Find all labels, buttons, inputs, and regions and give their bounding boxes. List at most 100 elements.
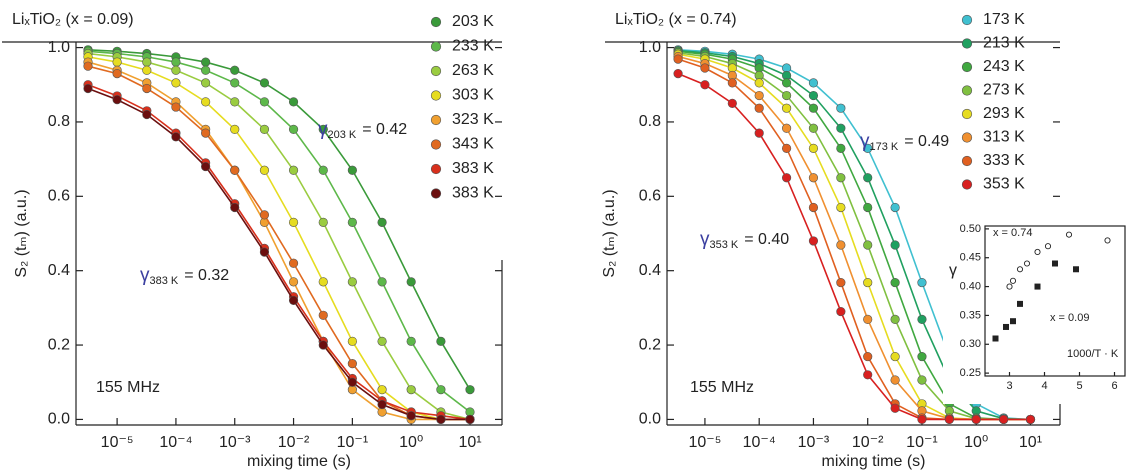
- x-tick-label: 4: [1041, 380, 1047, 392]
- x-tick-label: 10⁻¹: [906, 434, 938, 451]
- data-point: [863, 277, 873, 288]
- data-point: [1044, 243, 1052, 250]
- y-tick-label: 0.0: [48, 411, 70, 428]
- data-point: [142, 57, 152, 67]
- data-point: [1052, 260, 1058, 267]
- data-point: [1009, 277, 1017, 284]
- annotation-text: 155 MHz: [690, 379, 754, 396]
- legend-label: 243 K: [983, 58, 1025, 75]
- data-point: [890, 403, 900, 413]
- data-point: [377, 336, 387, 346]
- data-point: [808, 103, 819, 113]
- data-point: [808, 78, 819, 88]
- y-tick-label: 1.0: [639, 39, 661, 56]
- series-line: [87, 61, 471, 421]
- data-point: [1034, 283, 1041, 290]
- data-point: [318, 217, 328, 227]
- x-tick-label: 10⁻²: [852, 434, 884, 451]
- data-point: [406, 277, 416, 287]
- data-point: [142, 83, 152, 94]
- data-point: [288, 97, 299, 107]
- series-line: [677, 50, 1031, 421]
- data-point: [836, 173, 846, 183]
- data-point: [808, 123, 819, 133]
- data-point: [754, 90, 764, 101]
- legend-marker: [430, 139, 442, 150]
- data-point: [406, 336, 416, 346]
- data-point: [836, 306, 846, 317]
- data-point: [890, 202, 900, 213]
- y-axis-label: S₂ (tₘ) (a.u.): [601, 189, 618, 277]
- data-point: [808, 202, 819, 213]
- data-point: [754, 78, 764, 88]
- legend-label: 273 K: [983, 82, 1025, 99]
- data-point: [465, 414, 475, 425]
- legend-marker: [961, 179, 973, 190]
- data-point: [288, 217, 299, 227]
- annotation-subscript: 383 K: [150, 275, 179, 287]
- data-point: [347, 165, 357, 175]
- y-tick-label: 0.40: [960, 280, 981, 292]
- data-point: [1025, 414, 1036, 425]
- data-point: [288, 295, 299, 306]
- series-label: x = 0.09: [1050, 312, 1089, 324]
- x-tick-label: 10⁰: [399, 434, 423, 451]
- data-point: [992, 335, 999, 342]
- legend-marker: [961, 85, 973, 96]
- data-point: [754, 103, 764, 113]
- x-tick-label: 5: [1076, 380, 1082, 392]
- legend-marker: [430, 16, 442, 28]
- annotation-text: 155 MHz: [96, 379, 160, 396]
- data-point: [318, 310, 328, 320]
- data-point: [318, 340, 328, 350]
- data-point: [1003, 323, 1009, 330]
- series-label: x = 0.74: [993, 227, 1032, 239]
- x-axis-label: mixing time (s): [247, 453, 351, 470]
- data-point: [1016, 266, 1024, 273]
- legend-label: 323 K: [452, 111, 494, 128]
- data-point: [917, 314, 927, 324]
- data-point: [318, 277, 328, 287]
- data-point: [781, 123, 792, 133]
- data-point: [836, 277, 846, 288]
- data-point: [890, 277, 900, 288]
- y-tick-label: 0.50: [960, 223, 981, 235]
- chart-title: LiₓTiO₂ (x = 0.09): [12, 11, 134, 28]
- series-line: [87, 56, 471, 421]
- x-tick-label: 10¹: [458, 434, 481, 451]
- data-point: [201, 78, 211, 88]
- y-tick-label: 0.0: [639, 411, 661, 428]
- data-point: [808, 90, 819, 101]
- data-point: [259, 124, 270, 134]
- legend-marker: [430, 90, 442, 101]
- data-point: [863, 202, 873, 213]
- data-point: [944, 414, 954, 425]
- y-tick-label: 0.6: [639, 188, 661, 205]
- annotation-subscript: 173 K: [870, 141, 899, 153]
- legend-label: 293 K: [983, 105, 1025, 122]
- data-point: [171, 102, 181, 112]
- x-tick-label: 10¹: [1019, 434, 1042, 451]
- x-tick-label: 10⁻⁴: [159, 434, 192, 451]
- legend-marker: [430, 163, 442, 175]
- annotation-subscript: 353 K: [710, 239, 739, 251]
- data-point: [259, 247, 270, 257]
- data-point: [230, 78, 240, 88]
- data-point: [1023, 260, 1031, 267]
- data-point: [436, 385, 446, 395]
- data-point: [201, 128, 211, 138]
- data-point: [230, 165, 240, 175]
- legend-marker: [430, 41, 442, 52]
- annotation: γ203 K = 0.42: [318, 119, 407, 141]
- data-point: [808, 143, 819, 153]
- data-point: [436, 336, 446, 346]
- data-point: [406, 385, 416, 395]
- legend-label: 263 K: [452, 62, 494, 79]
- data-point: [318, 165, 328, 175]
- data-point: [700, 80, 710, 90]
- data-point: [808, 173, 819, 183]
- data-point: [230, 202, 240, 213]
- series-line: [87, 52, 471, 421]
- y-tick-label: 0.4: [48, 262, 70, 279]
- series-line: [87, 49, 471, 391]
